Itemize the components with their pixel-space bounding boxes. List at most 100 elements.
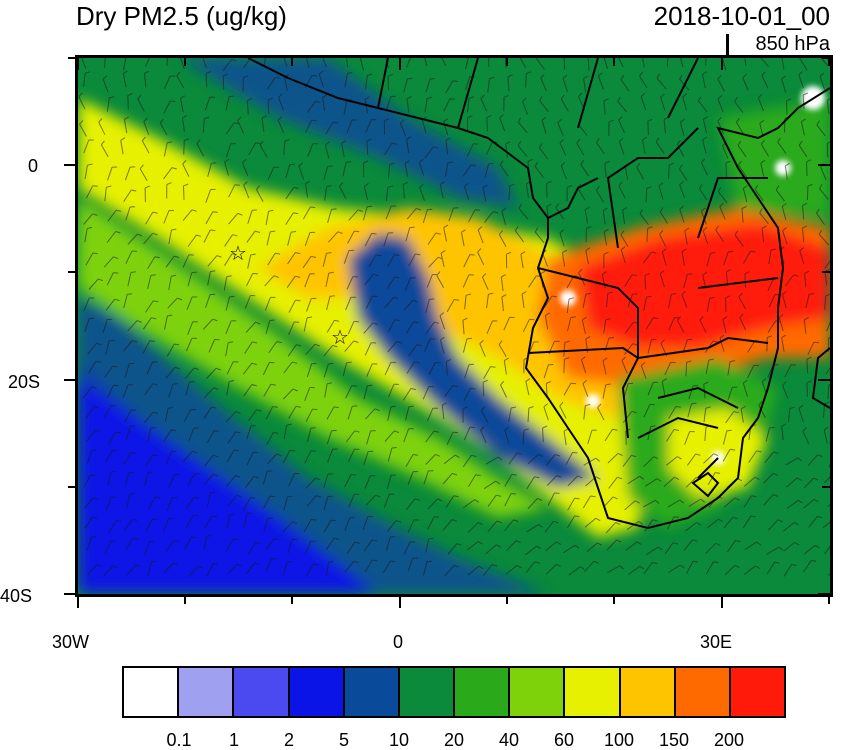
wind-barb-flag	[642, 136, 648, 141]
wind-barb-flag	[410, 541, 416, 543]
wind-barb-flag	[226, 275, 232, 278]
wind-barb-flag	[435, 361, 441, 364]
wind-barb-flag	[93, 497, 99, 500]
wind-barb	[582, 294, 587, 309]
wind-barb-flag	[305, 180, 311, 185]
wind-barb	[447, 543, 458, 555]
wind-barb	[245, 562, 256, 575]
wind-barb-flag	[366, 138, 372, 142]
wind-barb-flag	[651, 251, 657, 254]
wind-barb	[106, 384, 114, 399]
wind-barb	[287, 344, 297, 357]
wind-barb	[581, 319, 586, 334]
wind-barb	[824, 545, 830, 555]
wind-barb-flag	[251, 362, 257, 366]
wind-barb-flag	[796, 477, 802, 481]
wind-barb	[362, 516, 369, 530]
wind-barb-flag	[275, 252, 281, 255]
wind-barb	[346, 58, 349, 68]
wind-barb	[403, 299, 414, 311]
wind-barb-flag	[574, 544, 580, 549]
wind-barb-flag	[715, 225, 720, 231]
wind-barb-flag	[785, 162, 790, 167]
wind-barb	[164, 315, 168, 330]
wind-barb-flag	[621, 356, 626, 361]
wind-barb-flag	[253, 476, 259, 479]
wind-barb-flag	[174, 343, 180, 346]
wind-barb	[82, 386, 93, 399]
wind-barb	[406, 361, 416, 374]
wind-barb-flag	[150, 427, 156, 429]
wind-barb-flag	[396, 341, 402, 344]
wind-barb-flag	[213, 454, 219, 458]
wind-barb	[326, 430, 333, 445]
wind-barb-flag	[216, 367, 221, 371]
wind-barb-flag	[416, 344, 422, 347]
wind-barb	[519, 58, 527, 68]
wind-barb-flag	[256, 409, 262, 412]
wind-barb-flag	[534, 161, 539, 167]
wind-barb-flag	[562, 74, 568, 79]
wind-barb	[666, 429, 675, 442]
wind-barb	[387, 447, 393, 462]
wind-barb-flag	[681, 248, 687, 253]
wind-barb-flag	[223, 73, 228, 77]
wind-barb	[707, 472, 716, 486]
wind-barb	[384, 296, 395, 309]
wind-barb-flag	[95, 429, 101, 432]
wind-barb-flag	[268, 209, 274, 212]
wind-barb	[486, 117, 488, 132]
wind-barb	[477, 229, 484, 244]
wind-barb	[802, 430, 810, 445]
wind-barb-flag	[212, 515, 218, 518]
wind-barb	[243, 497, 251, 511]
wind-barb	[477, 251, 485, 266]
wind-barb-flag	[95, 360, 101, 363]
wind-barb-flag	[193, 514, 199, 517]
wind-barb	[304, 387, 311, 401]
wind-barb-flag	[710, 252, 716, 254]
coastlines	[247, 58, 830, 530]
wind-barb	[305, 477, 316, 489]
wind-barb	[365, 75, 368, 90]
madagascar-coast	[811, 347, 830, 409]
wind-barb-flag	[235, 431, 241, 434]
wind-barb-flag	[191, 536, 197, 539]
wind-barb	[563, 431, 567, 446]
wind-barb	[687, 403, 692, 418]
wind-barb-flag	[574, 515, 580, 518]
wind-barb-flag	[452, 472, 458, 476]
wind-barb-flag	[452, 80, 458, 83]
wind-barb	[625, 541, 638, 551]
wind-barb-flag	[639, 71, 643, 77]
wind-barb	[679, 184, 685, 199]
wind-barb-flag	[823, 426, 829, 431]
wind-barb	[443, 227, 447, 242]
wind-barb	[206, 430, 215, 444]
wind-barb	[105, 497, 112, 511]
wind-barb	[824, 295, 827, 310]
wind-barb	[624, 165, 629, 180]
wind-barb	[226, 515, 231, 529]
wind-barb-flag	[337, 231, 343, 234]
wind-barb-flag	[538, 453, 544, 458]
wind-barb	[562, 78, 568, 92]
wind-barb	[324, 144, 330, 159]
wind-barb-flag	[408, 405, 414, 408]
wind-barb	[404, 163, 409, 178]
wind-barb-flag	[608, 119, 614, 123]
wind-barb-flag	[454, 299, 460, 301]
wind-barb	[305, 183, 308, 198]
wind-barb	[668, 294, 672, 309]
wind-barb-flag	[109, 339, 115, 342]
wind-barb	[86, 536, 93, 551]
level-tick	[726, 34, 729, 56]
wind-barb-flag	[295, 344, 302, 347]
wind-barb-flag	[482, 273, 487, 278]
wind-barb-flag	[687, 273, 693, 275]
wind-barb-flag	[577, 475, 583, 479]
wind-barb	[688, 385, 694, 400]
wind-barb-flag	[597, 542, 603, 546]
wind-barb-flag	[295, 252, 301, 255]
wind-barb-flag	[243, 75, 249, 78]
